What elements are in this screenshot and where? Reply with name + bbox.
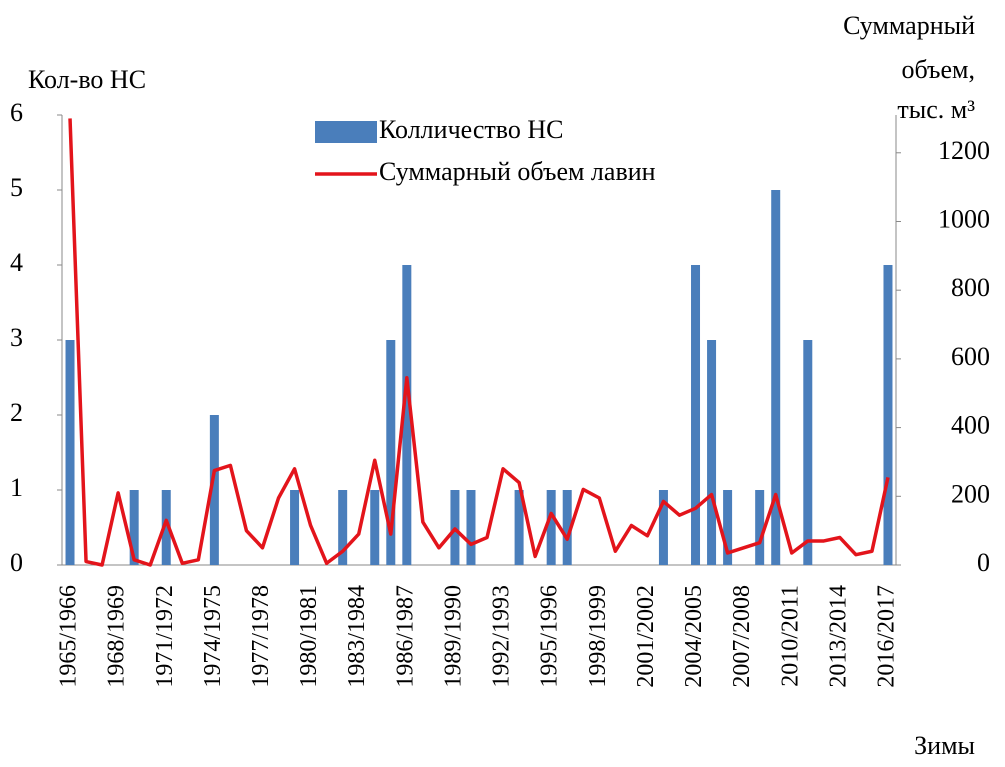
x-tick-label: 1965/1966 — [56, 585, 82, 688]
x-tick-label: 1977/1978 — [248, 585, 274, 688]
legend-label: Колличество НС — [379, 115, 563, 144]
y-axis-label: Кол-во НС — [28, 65, 146, 94]
x-tick-label: 2013/2014 — [825, 585, 851, 688]
y2-tick-label: 800 — [951, 273, 990, 302]
line — [68, 118, 890, 567]
bar — [290, 490, 300, 565]
y-tick-label: 1 — [10, 473, 23, 502]
y2-axis-label: Суммарный — [843, 11, 975, 40]
x-tick-label: 2016/2017 — [873, 585, 899, 688]
bar — [658, 490, 668, 565]
y2-tick-label: 400 — [951, 411, 990, 440]
legend-swatch — [315, 121, 377, 143]
y2-tick-label: 1000 — [938, 204, 990, 233]
x-tick-label: 2007/2008 — [729, 585, 755, 688]
x-tick-label: 2004/2005 — [681, 585, 707, 688]
bar — [883, 265, 893, 565]
bar — [161, 490, 171, 565]
y-tick-label: 4 — [10, 248, 23, 277]
x-tick-label: 1992/1993 — [489, 585, 515, 688]
x-tick-label: 1983/1984 — [344, 585, 370, 688]
x-axis-label: Зимы — [914, 731, 975, 760]
x-tick-label: 2010/2011 — [777, 585, 803, 687]
bar — [65, 340, 75, 565]
bar — [370, 490, 380, 565]
x-tick-label: 1986/1987 — [392, 585, 418, 688]
x-tick-label: 1971/1972 — [152, 585, 178, 688]
x-tick-label: 1989/1990 — [440, 585, 466, 688]
y-tick-label: 3 — [10, 323, 23, 352]
bar — [691, 265, 701, 565]
y-tick-label: 2 — [10, 398, 23, 427]
x-tick-label: 1998/1999 — [585, 585, 611, 688]
bar — [755, 490, 765, 565]
bar — [514, 490, 524, 565]
y-tick-label: 5 — [10, 173, 23, 202]
x-tick-label: 1968/1969 — [104, 585, 130, 688]
x-tick-label: 1974/1975 — [200, 585, 226, 688]
bar — [562, 490, 572, 565]
bar — [402, 265, 412, 565]
y-tick-label: 6 — [10, 98, 23, 127]
x-tick-label: 2001/2002 — [633, 585, 659, 688]
bar — [338, 490, 348, 565]
x-tick-label: 1980/1981 — [296, 585, 322, 688]
bar — [466, 490, 476, 565]
y2-tick-label: 200 — [951, 479, 990, 508]
y2-axis-label: объем, — [901, 55, 975, 84]
bar — [209, 415, 219, 565]
bar — [546, 490, 556, 565]
y2-tick-label: 0 — [977, 548, 990, 577]
bar — [386, 340, 396, 565]
y2-axis-label: тыс. м³ — [897, 95, 975, 124]
bar — [129, 490, 139, 565]
bar — [771, 190, 781, 565]
y2-tick-label: 600 — [951, 342, 990, 371]
bar — [723, 490, 733, 565]
x-tick-label: 1995/1996 — [537, 585, 563, 688]
bar — [707, 340, 717, 565]
y-tick-label: 0 — [10, 548, 23, 577]
bar — [803, 340, 813, 565]
legend-label: Суммарный объем лавин — [379, 157, 656, 186]
y2-tick-label: 1200 — [938, 136, 990, 165]
